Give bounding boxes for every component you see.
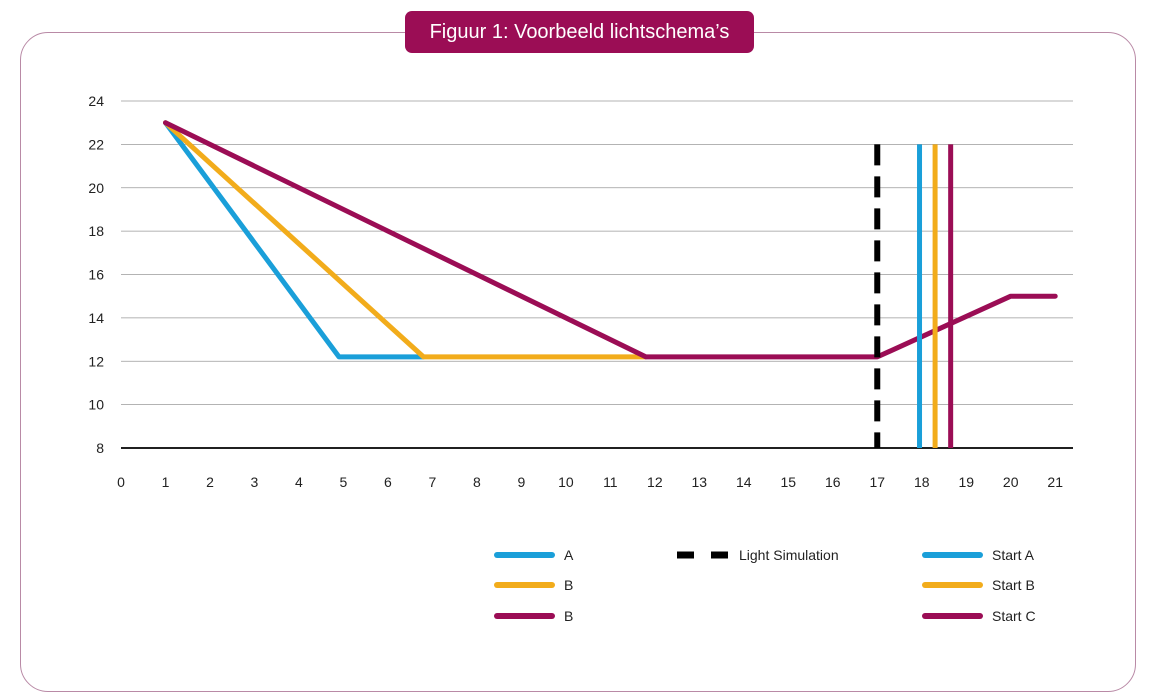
x-tick-label-19: 19 <box>958 474 974 490</box>
y-tick-label-20: 20 <box>88 180 104 196</box>
x-tick-label-21: 21 <box>1047 474 1063 490</box>
x-tick-label-12: 12 <box>647 474 663 490</box>
legend-label-1: A <box>564 547 574 563</box>
x-tick-label-9: 9 <box>517 474 525 490</box>
y-tick-label-22: 22 <box>88 136 104 152</box>
x-tick-label-11: 11 <box>603 474 618 490</box>
x-tick-label-4: 4 <box>295 474 303 490</box>
x-tick-label-6: 6 <box>384 474 392 490</box>
x-tick-label-17: 17 <box>869 474 885 490</box>
x-tick-label-1: 1 <box>162 474 170 490</box>
x-tick-label-8: 8 <box>473 474 481 490</box>
x-tick-label-0: 0 <box>117 474 125 490</box>
x-tick-label-13: 13 <box>692 474 708 490</box>
x-tick-label-20: 20 <box>1003 474 1019 490</box>
x-tick-label-14: 14 <box>736 474 752 490</box>
series-line-1 <box>163 120 426 360</box>
legend-label-3: B <box>564 608 573 624</box>
legend-label-6: Start B <box>992 577 1035 593</box>
y-tick-label-18: 18 <box>88 223 104 239</box>
y-tick-label-10: 10 <box>88 397 104 413</box>
legend-label-7: Start C <box>992 608 1036 624</box>
series-line-2 <box>163 120 649 360</box>
y-tick-label-16: 16 <box>88 267 104 283</box>
x-tick-label-10: 10 <box>558 474 574 490</box>
x-tick-label-2: 2 <box>206 474 214 490</box>
x-tick-label-16: 16 <box>825 474 841 490</box>
legend-label-4: Light Simulation <box>739 547 839 563</box>
x-tick-label-7: 7 <box>429 474 437 490</box>
x-tick-label-3: 3 <box>251 474 259 490</box>
y-tick-label-8: 8 <box>96 440 104 456</box>
figure-title: Figuur 1: Voorbeeld lichtschema’s <box>405 11 754 53</box>
x-tick-label-5: 5 <box>340 474 348 490</box>
legend-label-5: Start A <box>992 547 1035 563</box>
x-tick-label-15: 15 <box>781 474 797 490</box>
legend-label-2: B <box>564 577 573 593</box>
y-tick-label-12: 12 <box>88 353 104 369</box>
y-tick-label-14: 14 <box>88 310 104 326</box>
y-tick-label-24: 24 <box>88 93 104 109</box>
x-tick-label-18: 18 <box>914 474 930 490</box>
